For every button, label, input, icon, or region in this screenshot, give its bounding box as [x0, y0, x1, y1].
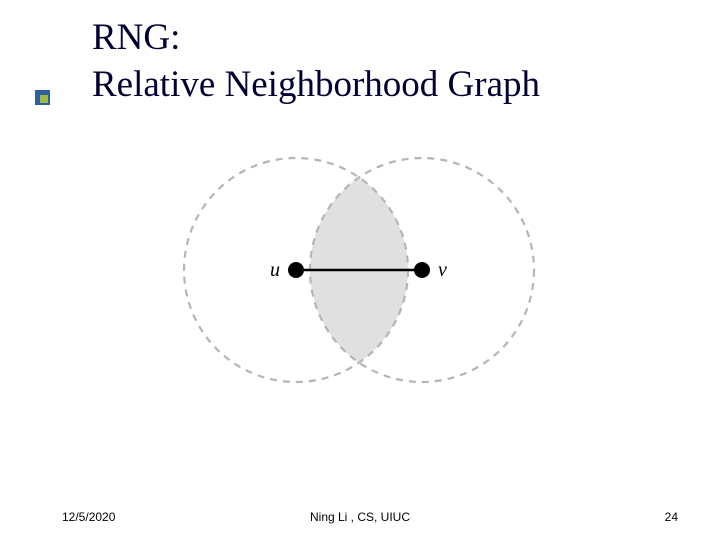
node-u-label: u [270, 259, 280, 281]
slide: RNG: Relative Neighborhood Graph uv 12/5… [0, 0, 720, 540]
title-line-2: Relative Neighborhood Graph [92, 61, 540, 108]
footer-author: Ning Li , CS, UIUC [0, 510, 720, 524]
venn-diagram-svg: uv [150, 120, 570, 420]
footer-page: 24 [665, 510, 678, 524]
rng-diagram: uv [150, 120, 570, 420]
node-v [414, 262, 430, 278]
node-v-label: v [438, 259, 447, 281]
node-u [288, 262, 304, 278]
title-bullet-icon [35, 90, 51, 106]
slide-title: RNG: Relative Neighborhood Graph [92, 14, 540, 109]
title-line-1: RNG: [92, 14, 540, 61]
bullet-svg [35, 90, 51, 106]
